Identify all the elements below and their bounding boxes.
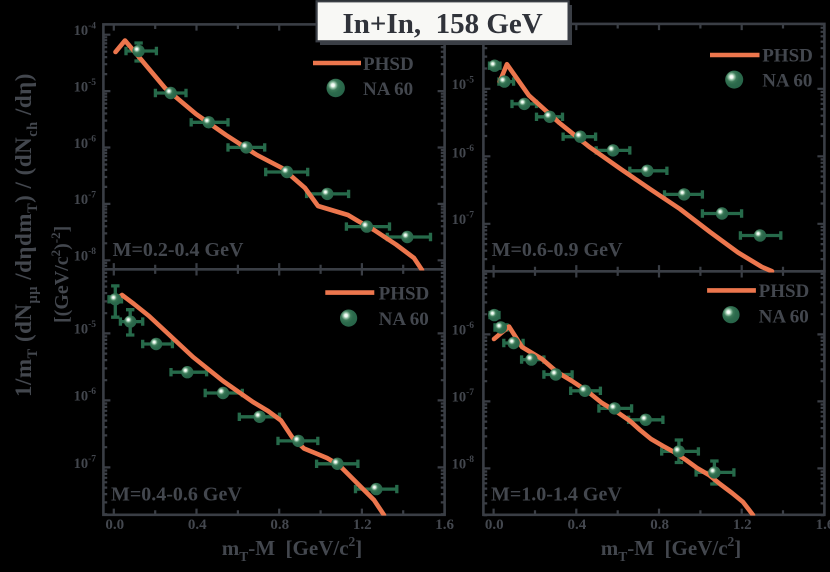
svg-text:NA 60: NA 60 (363, 79, 413, 100)
svg-text:1.2: 1.2 (353, 517, 372, 533)
svg-text:NA 60: NA 60 (759, 307, 809, 328)
svg-text:M=1.0-1.4 GeV: M=1.0-1.4 GeV (491, 484, 622, 506)
svg-text:M=0.4-0.6 GeV: M=0.4-0.6 GeV (111, 484, 242, 506)
svg-text:PHSD: PHSD (379, 284, 430, 305)
svg-text:M=0.6-0.9 GeV: M=0.6-0.9 GeV (492, 239, 623, 261)
svg-text:1.6: 1.6 (435, 517, 454, 533)
svg-text:PHSD: PHSD (759, 281, 810, 302)
svg-text:1.6: 1.6 (816, 517, 830, 533)
svg-text:NA 60: NA 60 (379, 309, 429, 330)
svg-text:0.8: 0.8 (270, 517, 289, 533)
svg-text:0.0: 0.0 (485, 517, 504, 533)
svg-text:0.8: 0.8 (650, 517, 669, 533)
svg-text:NA 60: NA 60 (762, 71, 812, 92)
svg-text:In+In, 158 GeV: In+In, 158 GeV (342, 8, 542, 40)
svg-text:PHSD: PHSD (762, 46, 813, 67)
svg-text:0.0: 0.0 (105, 517, 124, 533)
svg-text:M=0.2-0.4 GeV: M=0.2-0.4 GeV (113, 239, 244, 261)
svg-text:PHSD: PHSD (363, 54, 414, 75)
svg-text:0.4: 0.4 (568, 517, 587, 533)
svg-text:1.2: 1.2 (733, 517, 752, 533)
svg-text:0.4: 0.4 (188, 517, 207, 533)
